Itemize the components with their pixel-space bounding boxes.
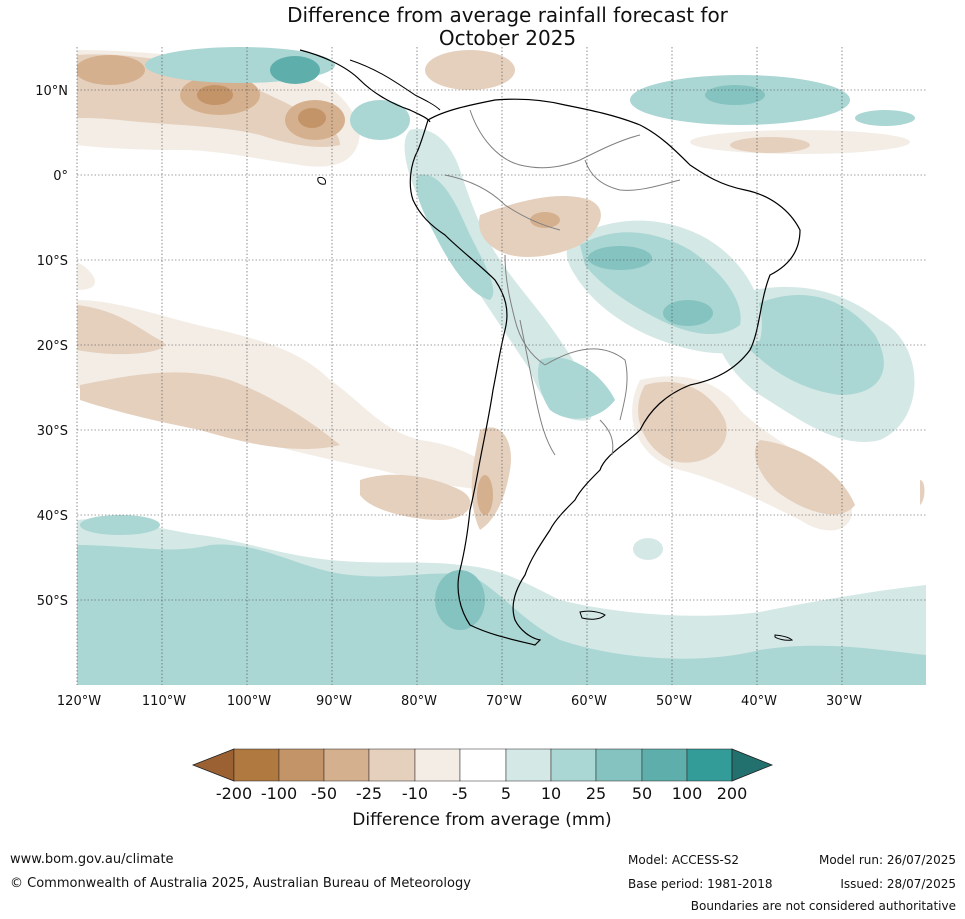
rainfall-anomaly-region	[588, 246, 652, 270]
rainfall-anomaly-region	[705, 85, 765, 105]
colorbar-tick: -100	[261, 784, 297, 803]
colorbar-tick: 10	[541, 784, 561, 803]
colorbar-tick: -50	[311, 784, 337, 803]
colorbar-segment	[686, 748, 733, 782]
colorbar-tick: 5	[501, 784, 511, 803]
colorbar-tick: 25	[586, 784, 606, 803]
colorbar-tick: -10	[402, 784, 428, 803]
rainfall-anomaly-region	[197, 85, 233, 105]
lon-label-90w: 90°W	[316, 694, 352, 709]
colorbar-segment	[641, 748, 688, 782]
rainfall-anomaly-region	[80, 515, 160, 535]
colorbar-segment	[368, 748, 416, 782]
gridlines	[76, 47, 926, 685]
lon-label-80w: 80°W	[401, 694, 437, 709]
rainfall-anomaly-region	[638, 381, 727, 463]
lon-label-50w: 50°W	[656, 694, 692, 709]
lon-label-40w: 40°W	[741, 694, 777, 709]
rainfall-anomaly-region	[416, 174, 494, 300]
lat-label-10s: 10°S	[37, 254, 68, 269]
map-plot-area	[77, 47, 926, 685]
disclaimer-text: Boundaries are not considered authoritat…	[690, 899, 956, 913]
latitude-labels: 10°N 0° 10°S 20°S 30°S 40°S 50°S	[35, 84, 68, 609]
south-america-coastline	[409, 98, 801, 646]
colorbar-segment	[278, 748, 325, 782]
rainfall-anomaly-region	[360, 474, 471, 520]
title-line-2: October 2025	[438, 26, 577, 50]
rainfall-anomaly-region	[920, 480, 925, 505]
colorbar-tick: -200	[216, 784, 252, 803]
colorbar-segment	[233, 748, 280, 782]
rainfall-anomaly-region	[633, 538, 663, 560]
website-link[interactable]: www.bom.gov.au/climate	[10, 852, 174, 867]
rainfall-anomaly-region	[855, 110, 915, 126]
lon-label-70w: 70°W	[486, 694, 522, 709]
colorbar-ticks: -200 -100 -50 -25 -10 -5 5 10 25 50 100 …	[216, 784, 747, 803]
rainfall-anomaly-region	[538, 357, 615, 419]
falkland-islands	[579, 610, 606, 620]
lat-label-40s: 40°S	[37, 509, 68, 524]
rainfall-anomaly-region	[745, 295, 884, 395]
rainfall-anomaly-region	[270, 56, 320, 84]
lon-label-100w: 100°W	[227, 694, 271, 709]
rainfall-anomaly-region	[77, 300, 500, 490]
rainfall-anomaly-region	[730, 137, 810, 153]
rainfall-anomaly-region	[77, 262, 96, 290]
rainfall-anomaly-region	[298, 108, 326, 128]
colorbar	[191, 748, 774, 782]
rainfall-anomaly-region	[425, 50, 515, 90]
rainfall-anomaly-region	[350, 100, 410, 140]
galapagos-islands	[317, 177, 326, 185]
model-text: Model: ACCESS-S2	[628, 853, 740, 867]
colorbar-tick: 50	[632, 784, 652, 803]
lat-label-50s: 50°S	[37, 594, 68, 609]
colorbar-tick: -25	[356, 784, 382, 803]
colorbar-tick: 200	[717, 784, 748, 803]
rainfall-anomaly-region	[77, 305, 165, 355]
lon-label-60w: 60°W	[571, 694, 607, 709]
base-period-text: Base period: 1981-2018	[628, 877, 773, 891]
issued-text: Issued: 28/07/2025	[840, 877, 956, 891]
country-borders	[444, 109, 681, 456]
rainfall-anomaly-region	[80, 372, 340, 450]
colorbar-tick: -5	[452, 784, 468, 803]
copyright-text: © Commonwealth of Australia 2025, Austra…	[10, 876, 471, 891]
central-america-coastline	[299, 49, 431, 123]
lon-label-120w: 120°W	[57, 694, 101, 709]
colorbar-segment	[323, 748, 370, 782]
colorbar-arrow-right	[731, 748, 774, 782]
rainfall-anomaly-region	[77, 544, 926, 685]
colorbar-segment	[595, 748, 643, 782]
lat-label-30s: 30°S	[37, 424, 68, 439]
map-title: Difference from average rainfall forecas…	[0, 4, 965, 50]
colorbar-title: Difference from average (mm)	[352, 810, 611, 830]
title-line-1: Difference from average rainfall forecas…	[287, 3, 728, 27]
colorbar-segment	[505, 748, 552, 782]
colorbar-tick: 100	[672, 784, 703, 803]
rainfall-anomaly-region	[663, 300, 713, 326]
south-georgia-island	[774, 634, 794, 641]
rainfall-anomaly-region	[755, 440, 855, 515]
lat-label-0: 0°	[53, 169, 68, 184]
colorbar-segment	[459, 748, 507, 782]
longitude-labels: 120°W 110°W 100°W 90°W 80°W 70°W 60°W 50…	[57, 694, 862, 709]
rainfall-anomaly-region	[530, 212, 560, 228]
lon-label-30w: 30°W	[826, 694, 862, 709]
colorbar-segment	[550, 748, 597, 782]
rainfall-anomaly-region	[477, 475, 493, 515]
colorbar-segment	[414, 748, 461, 782]
lat-label-20s: 20°S	[37, 339, 68, 354]
colorbar-arrow-left	[191, 748, 235, 782]
central-america-coastline	[349, 59, 441, 111]
rainfall-anomaly-region	[77, 55, 145, 85]
lat-label-10n: 10°N	[35, 84, 68, 99]
model-run-text: Model run: 26/07/2025	[818, 853, 956, 867]
lon-label-110w: 110°W	[142, 694, 186, 709]
